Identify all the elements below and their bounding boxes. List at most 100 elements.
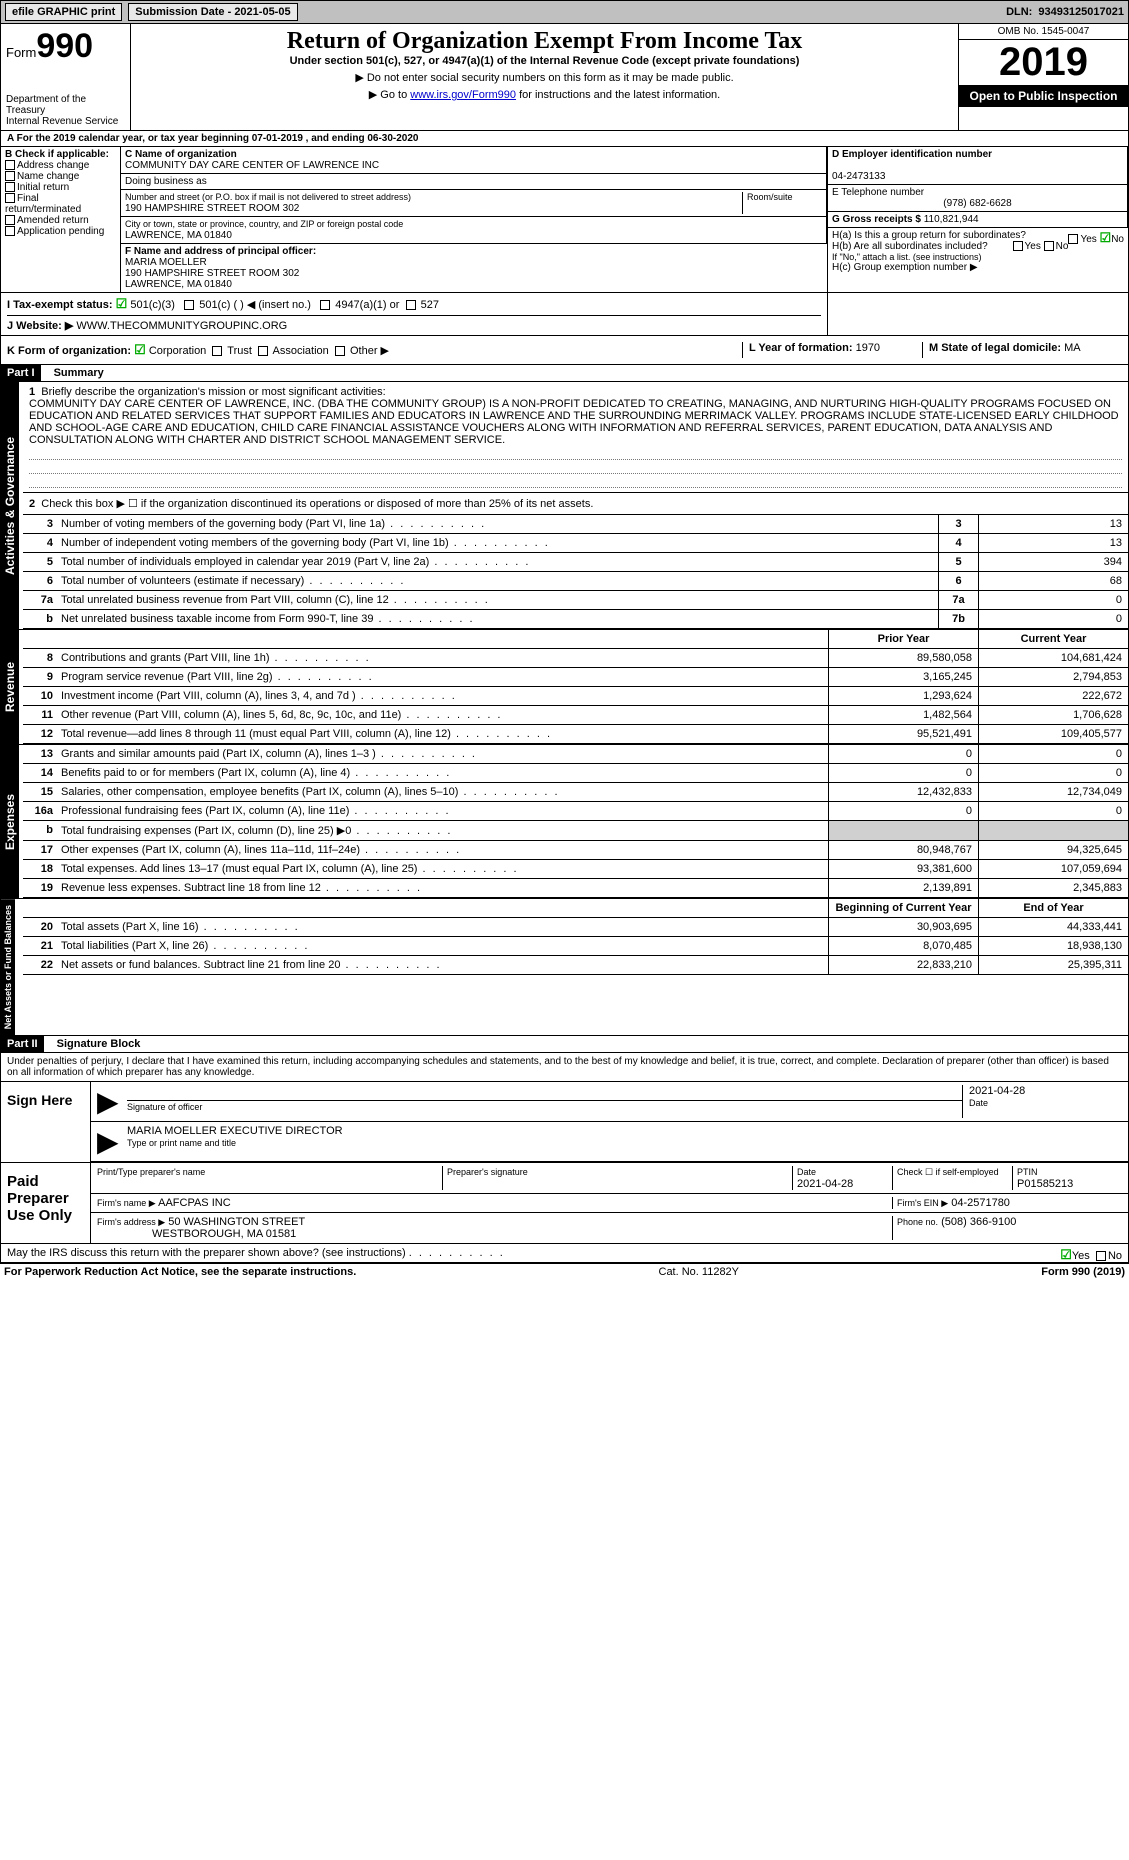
- ptin-value: P01585213: [1017, 1178, 1073, 1190]
- checkbox-527[interactable]: [406, 300, 416, 310]
- summary-row: 7a Total unrelated business revenue from…: [23, 591, 1128, 610]
- line-k-form-org: K Form of organization: ☑ Corporation Tr…: [7, 342, 742, 358]
- officer-addr: 190 HAMPSHIRE STREET ROOM 302: [125, 268, 299, 279]
- org-city: LAWRENCE, MA 01840: [125, 230, 232, 241]
- summary-row: 13 Grants and similar amounts paid (Part…: [23, 745, 1128, 764]
- sign-here-label: Sign Here: [1, 1082, 91, 1162]
- submission-date-button[interactable]: Submission Date - 2021-05-05: [128, 3, 297, 21]
- line-i-tax-exempt: I Tax-exempt status: ☑ 501(c)(3) 501(c) …: [7, 296, 821, 312]
- part-i-header: Part I Summary: [0, 365, 1129, 382]
- summary-row: 18 Total expenses. Add lines 13–17 (must…: [23, 860, 1128, 879]
- summary-row: 17 Other expenses (Part IX, column (A), …: [23, 841, 1128, 860]
- summary-row: 10 Investment income (Part VIII, column …: [23, 687, 1128, 706]
- firm-name: AAFCPAS INC: [158, 1197, 231, 1209]
- omb-number: OMB No. 1545-0047: [959, 24, 1128, 40]
- vtab-expenses: Expenses: [1, 745, 19, 898]
- checkbox-amended-return[interactable]: [5, 215, 15, 225]
- checkbox-501c[interactable]: [184, 300, 194, 310]
- gross-receipts: 110,821,944: [924, 214, 979, 225]
- phone-value: (978) 682-6628: [832, 198, 1123, 209]
- firm-phone: (508) 366-9100: [941, 1216, 1016, 1228]
- form-title: Return of Organization Exempt From Incom…: [139, 28, 950, 55]
- ein-value: 04-2473133: [832, 171, 885, 182]
- summary-row: 19 Revenue less expenses. Subtract line …: [23, 879, 1128, 898]
- form-subtitle-3: ▶ Go to www.irs.gov/Form990 for instruct…: [139, 88, 950, 101]
- perjury-statement: Under penalties of perjury, I declare th…: [0, 1053, 1129, 1082]
- vtab-net-assets: Net Assets or Fund Balances: [1, 899, 15, 1035]
- summary-row: b Net unrelated business taxable income …: [23, 610, 1128, 629]
- form-header: Form990 Department of the Treasury Inter…: [0, 24, 1129, 131]
- summary-row: 6 Total number of volunteers (estimate i…: [23, 572, 1128, 591]
- signature-arrow-icon: ▶: [97, 1085, 127, 1118]
- checkbox-other[interactable]: [335, 346, 345, 356]
- open-to-public: Open to Public Inspection: [959, 85, 1128, 107]
- checkbox-discuss-no[interactable]: [1096, 1251, 1106, 1261]
- checkbox-hb-yes[interactable]: [1013, 241, 1023, 251]
- signature-arrow-icon-2: ▶: [97, 1125, 127, 1158]
- box-b-checkboxes: B Check if applicable: Address change Na…: [1, 147, 121, 292]
- dept-treasury: Department of the Treasury Internal Reve…: [6, 94, 125, 127]
- checkbox-final-return[interactable]: [5, 193, 15, 203]
- summary-row: 12 Total revenue—add lines 8 through 11 …: [23, 725, 1128, 744]
- summary-row: 8 Contributions and grants (Part VIII, l…: [23, 649, 1128, 668]
- checkbox-trust[interactable]: [212, 346, 222, 356]
- dln-value: 93493125017021: [1038, 6, 1124, 18]
- efile-print-button[interactable]: efile GRAPHIC print: [5, 3, 122, 21]
- summary-row: 4 Number of independent voting members o…: [23, 534, 1128, 553]
- line-a-tax-year: A For the 2019 calendar year, or tax yea…: [0, 131, 1129, 147]
- self-employed-check[interactable]: Check ☐ if self-employed: [897, 1167, 999, 1177]
- paid-preparer-label: Paid Preparer Use Only: [1, 1163, 91, 1243]
- checkbox-ha-no[interactable]: ☑: [1100, 230, 1112, 245]
- summary-row: 21 Total liabilities (Part X, line 26) 8…: [23, 937, 1128, 956]
- checkbox-4947[interactable]: [320, 300, 330, 310]
- sign-date: 2021-04-28: [969, 1085, 1025, 1097]
- irs-link[interactable]: www.irs.gov/Form990: [410, 89, 516, 101]
- h-c-exemption: H(c) Group exemption number ▶: [832, 262, 1124, 273]
- signature-officer-label: Signature of officer: [127, 1102, 202, 1112]
- begin-end-header: Beginning of Current Year End of Year: [23, 899, 1128, 918]
- checkbox-association[interactable]: [258, 346, 268, 356]
- summary-row: 14 Benefits paid to or for members (Part…: [23, 764, 1128, 783]
- line-2-discontinued: 2 Check this box ▶ ☐ if the organization…: [23, 493, 1128, 515]
- checkbox-initial-return[interactable]: [5, 182, 15, 192]
- checkbox-discuss-yes[interactable]: ☑: [1060, 1247, 1072, 1262]
- form-subtitle-1: Under section 501(c), 527, or 4947(a)(1)…: [139, 55, 950, 67]
- summary-row: 9 Program service revenue (Part VIII, li…: [23, 668, 1128, 687]
- dba-label: Doing business as: [125, 176, 207, 187]
- part-ii-header: Part II Signature Block: [0, 1036, 1129, 1053]
- page-footer: For Paperwork Reduction Act Notice, see …: [0, 1263, 1129, 1280]
- dln-label: DLN:: [1006, 6, 1032, 18]
- officer-city: LAWRENCE, MA 01840: [125, 279, 232, 290]
- prep-date: 2021-04-28: [797, 1178, 853, 1190]
- checkbox-corporation[interactable]: ☑: [134, 342, 146, 357]
- summary-row: 16a Professional fundraising fees (Part …: [23, 802, 1128, 821]
- officer-print-name: MARIA MOELLER EXECUTIVE DIRECTOR: [127, 1125, 343, 1137]
- summary-row: 11 Other revenue (Part VIII, column (A),…: [23, 706, 1128, 725]
- line-l-year: L Year of formation: 1970: [742, 342, 922, 358]
- checkbox-501c3[interactable]: ☑: [116, 296, 128, 311]
- form-number: Form990: [6, 27, 125, 66]
- checkbox-application-pending[interactable]: [5, 226, 15, 236]
- summary-row: 22 Net assets or fund balances. Subtract…: [23, 956, 1128, 975]
- checkbox-address-change[interactable]: [5, 160, 15, 170]
- room-suite-label: Room/suite: [747, 192, 793, 202]
- checkbox-hb-no[interactable]: [1044, 241, 1054, 251]
- firm-address: 50 WASHINGTON STREET: [168, 1216, 305, 1228]
- prior-current-header: Prior Year Current Year: [23, 630, 1128, 649]
- mission-block: 1 Briefly describe the organization's mi…: [23, 382, 1128, 493]
- checkbox-name-change[interactable]: [5, 171, 15, 181]
- summary-row: b Total fundraising expenses (Part IX, c…: [23, 821, 1128, 841]
- form-subtitle-2: ▶ Do not enter social security numbers o…: [139, 71, 950, 84]
- org-name: COMMUNITY DAY CARE CENTER OF LAWRENCE IN…: [125, 160, 379, 171]
- line-m-state: M State of legal domicile: MA: [922, 342, 1122, 358]
- vtab-revenue: Revenue: [1, 630, 19, 744]
- summary-row: 15 Salaries, other compensation, employe…: [23, 783, 1128, 802]
- officer-name: MARIA MOELLER: [125, 257, 207, 268]
- mission-text: COMMUNITY DAY CARE CENTER OF LAWRENCE, I…: [29, 398, 1119, 446]
- line-j-website: J Website: ▶ WWW.THECOMMUNITYGROUPINC.OR…: [7, 315, 821, 332]
- tax-year: 2019: [959, 40, 1128, 85]
- checkbox-ha-yes[interactable]: [1068, 234, 1078, 244]
- firm-ein: 04-2571780: [951, 1197, 1010, 1209]
- h-a-group-return: H(a) Is this a group return for subordin…: [832, 230, 1124, 241]
- org-street: 190 HAMPSHIRE STREET ROOM 302: [125, 203, 299, 214]
